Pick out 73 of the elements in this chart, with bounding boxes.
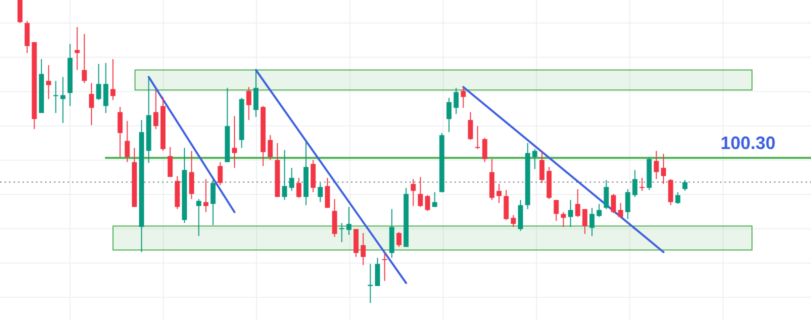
candlestick — [360, 232, 366, 266]
candlestick — [454, 87, 459, 114]
candlestick — [654, 150, 659, 180]
candlestick — [282, 149, 288, 200]
candlestick — [82, 33, 87, 84]
candlestick — [346, 206, 352, 236]
candlestick — [460, 86, 466, 108]
candlestick — [504, 189, 509, 220]
candlestick — [410, 178, 416, 207]
candlestick — [554, 199, 559, 222]
candlestick — [396, 232, 402, 248]
candlestick — [618, 202, 624, 218]
candlestick — [332, 198, 338, 238]
candlestick — [446, 97, 452, 133]
candlestick — [432, 192, 438, 208]
candlestick — [310, 159, 316, 193]
candlestick — [296, 177, 302, 198]
candlestick — [625, 188, 630, 220]
candlestick — [289, 167, 294, 192]
candlestick — [604, 179, 609, 210]
candlestick — [560, 212, 566, 228]
candlestick — [475, 126, 480, 150]
candlestick — [268, 134, 273, 160]
candlestick — [74, 26, 80, 70]
candlestick — [53, 80, 58, 114]
candlestick — [568, 199, 574, 228]
candlestick — [518, 199, 523, 232]
candlestick — [318, 182, 323, 203]
candlestick — [103, 62, 108, 114]
candlestick — [89, 82, 94, 126]
candlestick — [18, 0, 22, 24]
candlestick — [246, 86, 252, 120]
candlestick — [610, 193, 616, 214]
text: 100.30 — [720, 133, 776, 153]
candlestick — [118, 106, 123, 158]
candlestick — [510, 214, 516, 228]
candlestick — [218, 162, 223, 186]
candlestick — [661, 153, 666, 184]
candlestick — [640, 177, 645, 192]
candlestick — [339, 222, 344, 243]
candlestick — [382, 252, 388, 282]
candlestick — [375, 257, 380, 287]
candlestick — [539, 150, 544, 184]
candlestick — [60, 76, 66, 124]
candlestick — [24, 20, 30, 54]
candlestick — [124, 120, 130, 163]
candlestick — [232, 116, 237, 168]
candlestick — [203, 178, 208, 213]
candlestick — [418, 176, 423, 208]
candlestick — [46, 64, 52, 100]
candlestick — [668, 178, 674, 206]
candlestick — [354, 228, 359, 258]
candlestick — [496, 183, 502, 204]
candlestick — [196, 198, 202, 237]
candlestick — [168, 146, 173, 178]
candlestick — [590, 207, 594, 237]
candlestick — [189, 150, 194, 200]
candlestick — [596, 203, 602, 218]
candlestick — [582, 208, 588, 234]
candlestick — [468, 112, 473, 140]
candlestick — [210, 179, 216, 226]
candlestick — [425, 194, 430, 212]
candlestick — [682, 179, 688, 192]
candlestick — [110, 58, 116, 100]
candlestick — [253, 69, 258, 118]
candlestick — [632, 169, 638, 198]
candlestick — [575, 188, 580, 218]
candlestick — [153, 89, 158, 130]
candlestick — [532, 148, 538, 170]
candlestick — [324, 177, 330, 208]
candlestick — [96, 63, 102, 100]
candlestick — [675, 192, 680, 204]
candlestick — [482, 137, 488, 163]
